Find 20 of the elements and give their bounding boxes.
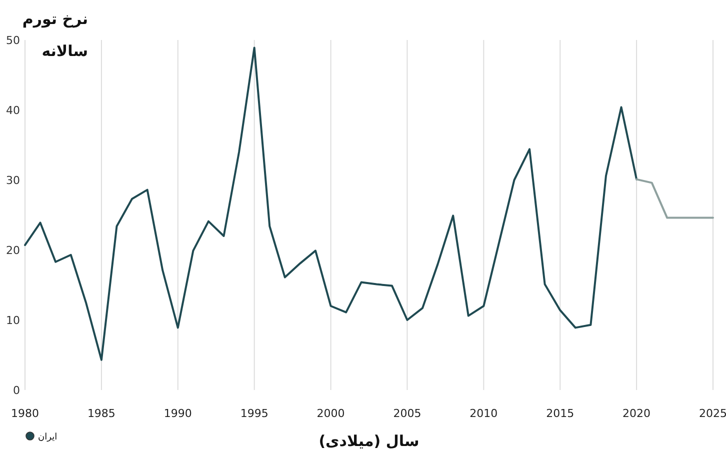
x-tick-label: 1985 [87,407,116,420]
x-tick-label: 2020 [622,407,651,420]
x-tick-label: 2000 [316,407,345,420]
x-tick-label: 1980 [11,407,39,420]
x-tick-label: 1995 [240,407,268,420]
y-tick-label: 30 [6,174,20,187]
y-axis-title: نرخ تورم سالانه [22,10,88,60]
line-series [24,46,638,361]
y-tick-label: 40 [6,104,20,117]
y-tick-label: 50 [6,34,20,47]
x-tick-label: 2010 [470,407,498,420]
x-tick-label: 1990 [164,407,192,420]
x-tick-label: 2025 [699,407,726,420]
legend-label: ایران [38,432,58,442]
y-tick-label: 0 [13,384,20,397]
x-tick-label: 2005 [393,407,422,420]
y-tick-label: 20 [6,244,20,257]
x-tick-label: 2015 [546,407,574,420]
x-axis-title: سال (میلادی) [318,432,420,450]
y-tick-label: 10 [6,314,20,327]
